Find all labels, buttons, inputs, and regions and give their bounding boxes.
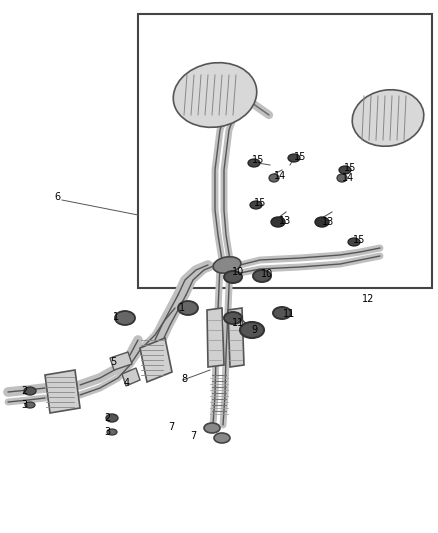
Polygon shape	[140, 338, 172, 382]
Text: 13: 13	[322, 217, 334, 227]
Text: 1: 1	[179, 303, 185, 313]
Text: 15: 15	[252, 155, 264, 165]
Ellipse shape	[204, 423, 220, 433]
Ellipse shape	[107, 429, 117, 435]
Text: 7: 7	[168, 422, 174, 432]
Text: 14: 14	[342, 173, 354, 183]
Text: 5: 5	[110, 357, 116, 367]
Ellipse shape	[224, 271, 242, 283]
Ellipse shape	[115, 311, 135, 325]
Text: 15: 15	[344, 163, 356, 173]
Ellipse shape	[269, 174, 279, 182]
Ellipse shape	[224, 312, 242, 324]
Ellipse shape	[214, 433, 230, 443]
Text: 9: 9	[251, 325, 257, 335]
Text: 13: 13	[279, 216, 291, 226]
Ellipse shape	[337, 174, 347, 182]
Polygon shape	[45, 370, 80, 413]
Text: 7: 7	[190, 431, 196, 441]
Text: 11: 11	[232, 318, 244, 328]
Ellipse shape	[25, 402, 35, 408]
Polygon shape	[110, 352, 132, 370]
Text: 2: 2	[104, 413, 110, 423]
Ellipse shape	[352, 90, 424, 146]
Ellipse shape	[253, 270, 271, 282]
Text: 12: 12	[362, 294, 374, 304]
Ellipse shape	[106, 414, 118, 422]
Ellipse shape	[173, 63, 257, 127]
Text: 15: 15	[353, 235, 365, 245]
Ellipse shape	[213, 257, 241, 273]
Text: 15: 15	[294, 152, 306, 162]
Ellipse shape	[178, 301, 198, 315]
Text: 11: 11	[283, 309, 295, 319]
Polygon shape	[228, 308, 244, 367]
Ellipse shape	[339, 166, 351, 174]
Text: 6: 6	[54, 192, 60, 202]
Ellipse shape	[273, 307, 291, 319]
Text: 8: 8	[181, 374, 187, 384]
Ellipse shape	[348, 238, 360, 246]
Ellipse shape	[240, 322, 264, 338]
Ellipse shape	[271, 217, 285, 227]
Text: 2: 2	[21, 386, 27, 396]
Text: 14: 14	[274, 171, 286, 181]
Ellipse shape	[288, 154, 300, 162]
Polygon shape	[207, 308, 224, 367]
Polygon shape	[122, 368, 140, 386]
Text: 3: 3	[21, 400, 27, 410]
Text: 1: 1	[113, 312, 119, 322]
Text: 4: 4	[124, 378, 130, 388]
Text: 10: 10	[261, 269, 273, 279]
Text: 15: 15	[254, 198, 266, 208]
Ellipse shape	[248, 159, 260, 167]
Bar	[138, 14, 432, 288]
Text: 3: 3	[104, 427, 110, 437]
Ellipse shape	[24, 387, 36, 395]
Ellipse shape	[315, 217, 329, 227]
Ellipse shape	[250, 201, 262, 209]
Text: 10: 10	[232, 267, 244, 277]
